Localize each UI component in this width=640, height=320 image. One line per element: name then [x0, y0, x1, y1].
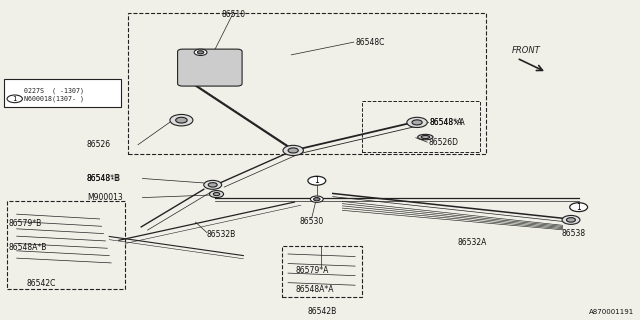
- Circle shape: [566, 218, 575, 222]
- Text: 86548A*A: 86548A*A: [296, 285, 334, 294]
- Bar: [282, 246, 362, 297]
- Text: 86530: 86530: [300, 217, 324, 226]
- Circle shape: [562, 215, 580, 224]
- Text: 86526: 86526: [87, 140, 111, 149]
- Text: 86548C: 86548C: [355, 38, 385, 47]
- Circle shape: [308, 176, 326, 185]
- Text: 86510: 86510: [221, 10, 246, 19]
- Circle shape: [288, 148, 298, 153]
- Circle shape: [209, 191, 223, 197]
- Circle shape: [7, 95, 22, 103]
- Text: 1: 1: [576, 203, 581, 212]
- Text: 86538: 86538: [561, 229, 586, 238]
- Text: A870001191: A870001191: [589, 309, 634, 316]
- Text: 86548×A: 86548×A: [430, 118, 465, 127]
- Circle shape: [194, 49, 207, 55]
- Bar: [7, 201, 125, 289]
- Text: FRONT: FRONT: [511, 46, 540, 55]
- Text: 86548*B: 86548*B: [87, 174, 120, 183]
- Text: 1: 1: [314, 176, 319, 185]
- Circle shape: [314, 197, 320, 201]
- Text: 86548⋆B: 86548⋆B: [87, 174, 121, 183]
- Circle shape: [204, 180, 221, 189]
- Ellipse shape: [421, 135, 429, 139]
- Text: 86548*A: 86548*A: [430, 118, 463, 127]
- Circle shape: [412, 120, 422, 125]
- Text: 86548A*B: 86548A*B: [8, 244, 47, 252]
- Text: 86532B: 86532B: [207, 230, 236, 239]
- Circle shape: [213, 193, 220, 196]
- Text: M900013: M900013: [87, 193, 123, 202]
- Bar: [129, 13, 486, 154]
- Text: 86542B: 86542B: [307, 307, 337, 316]
- Circle shape: [283, 145, 303, 156]
- FancyBboxPatch shape: [4, 79, 122, 108]
- Text: 86526D: 86526D: [429, 138, 459, 147]
- Text: 86579*A: 86579*A: [296, 266, 329, 276]
- Circle shape: [310, 196, 323, 202]
- Text: 86579*B: 86579*B: [8, 219, 42, 228]
- Bar: [362, 101, 479, 152]
- Ellipse shape: [418, 134, 433, 140]
- Circle shape: [570, 203, 588, 212]
- Text: 1: 1: [13, 96, 17, 102]
- Text: 86542C: 86542C: [26, 279, 56, 288]
- Circle shape: [197, 51, 204, 54]
- Circle shape: [407, 117, 428, 127]
- FancyBboxPatch shape: [177, 49, 242, 86]
- Text: N600018(1307- ): N600018(1307- ): [24, 96, 84, 102]
- Circle shape: [208, 183, 217, 187]
- Text: 0227S  ( -1307): 0227S ( -1307): [24, 87, 84, 94]
- Circle shape: [170, 115, 193, 126]
- Text: 86532A: 86532A: [458, 238, 486, 247]
- Circle shape: [175, 117, 187, 123]
